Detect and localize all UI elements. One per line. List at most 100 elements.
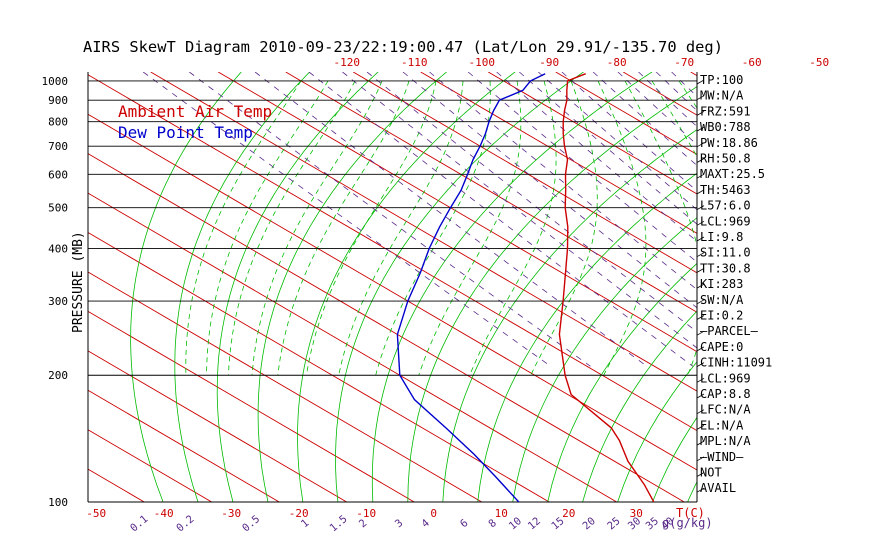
stats-item: EI:0.2	[700, 309, 743, 323]
dry-adiabat-line	[582, 310, 697, 502]
isotherm-line	[488, 72, 697, 195]
stats-tick	[696, 283, 705, 289]
isotherm-line	[88, 232, 550, 502]
dry-adiabat-line	[827, 72, 870, 502]
pressure-tick-label: 100	[48, 496, 68, 509]
top-temp-tick-labels: -120-110-100-90-80-70-60-50-40	[333, 56, 829, 69]
stats-tick	[696, 440, 705, 446]
dry-adiabat-line	[174, 72, 310, 502]
mixing-ratio-label: 20	[580, 515, 597, 532]
pressure-tick-label: 500	[48, 202, 68, 215]
stats-item: SI:11.0	[700, 246, 751, 260]
moist-adiabat-line	[651, 80, 697, 158]
pressure-tick-label: 900	[48, 94, 68, 107]
stats-item: LFC:N/A	[700, 403, 751, 417]
mixing-ratio-line	[308, 72, 694, 367]
moist-adiabat-line	[469, 80, 557, 376]
mixing-ratio-label: 0.1	[128, 513, 150, 534]
stats-tick	[696, 111, 705, 116]
pressure-tick-labels: 100 200 300 400 500 600 700 800 900 1000	[42, 75, 69, 509]
chart-title: AIRS SkewT Diagram 2010-09-23/22:19:00.4…	[83, 38, 723, 56]
bottom-temp-tick-label: 30	[630, 507, 643, 520]
stats-item: LCL:969	[700, 371, 751, 385]
stats-tick	[696, 220, 705, 226]
mixing-ratio-line	[617, 72, 697, 146]
stats-item: CINH:11091	[700, 356, 772, 370]
dry-adiabat-lines	[130, 72, 870, 502]
stats-item: CAPE:0	[700, 340, 743, 354]
stats-tick	[696, 377, 705, 383]
dewpoint-temp-line	[396, 73, 546, 502]
isotherm-line	[826, 72, 870, 502]
stats-item: L57:6.0	[700, 199, 751, 213]
moist-adiabat-line	[624, 80, 697, 376]
mixing-ratio-line	[561, 72, 697, 192]
stats-item: MW:N/A	[700, 89, 744, 103]
stats-item: FRZ:591	[700, 104, 751, 118]
stats-tick	[696, 95, 705, 101]
mixing-ratio-lines	[142, 72, 697, 367]
stats-tick	[696, 487, 705, 493]
stats-item: LI:9.8	[700, 230, 743, 244]
mixing-ratio-line	[538, 72, 697, 211]
moist-adiabat-line	[530, 80, 598, 376]
mixing-ratio-line	[592, 72, 697, 167]
stats-item: SW:N/A	[700, 293, 744, 307]
isotherm-line	[88, 271, 482, 502]
isotherm-line	[150, 72, 697, 392]
mixing-ratio-line	[496, 72, 697, 242]
isotherm-line	[218, 72, 697, 353]
mixing-ratio-label: 0.2	[174, 513, 196, 534]
mixing-ratio-line	[342, 72, 697, 349]
mixing-ratio-label: 0.5	[240, 513, 262, 534]
isobar-lines	[88, 80, 697, 503]
y-axis-label: PRESSURE (MB)	[71, 231, 86, 333]
pressure-tick-label: 800	[48, 116, 68, 129]
mixing-ratio-line	[366, 72, 697, 333]
pressure-tick-label: 1000	[42, 75, 69, 88]
stats-tick	[696, 315, 705, 320]
mixing-ratio-line	[402, 72, 697, 309]
moist-adiabat-line	[277, 80, 410, 376]
dry-adiabat-line	[512, 217, 697, 502]
pressure-tick-label: 200	[48, 369, 68, 382]
stats-tick	[696, 362, 705, 367]
dry-adiabat-line	[257, 72, 447, 502]
stats-item: TH:5463	[700, 183, 751, 197]
mixing-ratio-line	[519, 72, 697, 225]
dry-adiabat-line	[757, 72, 870, 502]
pressure-tick-label: 700	[48, 140, 68, 153]
isotherm-lines	[88, 72, 870, 502]
moist-adiabat-line	[678, 80, 697, 109]
pressure-tick-label: 600	[48, 168, 68, 181]
bottom-temp-tick-label: -30	[221, 507, 241, 520]
mixing-ratio-line	[638, 72, 697, 128]
mixing-ratio-label: 10	[507, 515, 524, 532]
isotherm-line	[88, 192, 617, 502]
legend-dewpoint-temp: Dew Point Temp	[118, 123, 253, 142]
top-temp-tick-label: -50	[809, 56, 829, 69]
stats-item: MPL:N/A	[700, 434, 751, 448]
dry-adiabat-line	[407, 86, 697, 502]
isotherm-line	[353, 72, 697, 274]
stats-item: TT:30.8	[700, 261, 751, 275]
stats-tick	[696, 299, 705, 305]
stats-tick	[696, 158, 705, 163]
mixing-ratio-line	[142, 72, 552, 367]
bottom-temp-tick-label: -40	[154, 507, 174, 520]
legend-ambient-temp: Ambient Air Temp	[118, 102, 272, 121]
mixing-ratio-label: 3	[393, 517, 406, 530]
mixing-ratio-label: 1.5	[327, 513, 349, 534]
dry-adiabat-line	[547, 262, 697, 502]
stats-tick	[696, 173, 705, 179]
top-temp-tick-label: -120	[333, 56, 360, 69]
stats-tick	[696, 393, 705, 399]
mixing-ratio-line	[429, 72, 697, 291]
top-temp-tick-label: -60	[742, 56, 762, 69]
isotherm-line	[88, 310, 415, 502]
dry-adiabat-line	[335, 72, 584, 502]
stats-tick	[696, 142, 705, 148]
ambient-temp-line	[558, 73, 655, 502]
